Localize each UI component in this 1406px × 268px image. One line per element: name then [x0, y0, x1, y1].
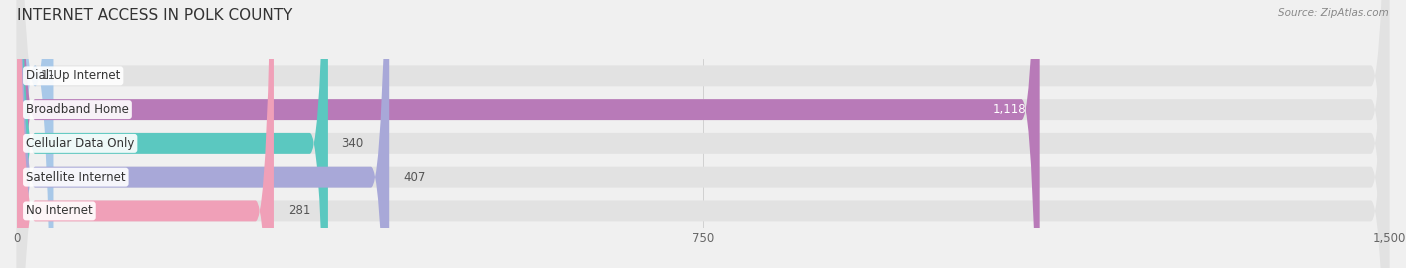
Text: 1,118: 1,118 — [993, 103, 1026, 116]
FancyBboxPatch shape — [17, 0, 1389, 268]
FancyBboxPatch shape — [17, 0, 1389, 268]
FancyBboxPatch shape — [17, 0, 1389, 268]
Text: 340: 340 — [342, 137, 364, 150]
FancyBboxPatch shape — [17, 0, 1389, 268]
FancyBboxPatch shape — [17, 0, 53, 268]
Text: Broadband Home: Broadband Home — [27, 103, 129, 116]
FancyBboxPatch shape — [17, 0, 1389, 268]
Text: Satellite Internet: Satellite Internet — [27, 171, 125, 184]
Text: Dial-Up Internet: Dial-Up Internet — [27, 69, 121, 82]
Text: INTERNET ACCESS IN POLK COUNTY: INTERNET ACCESS IN POLK COUNTY — [17, 8, 292, 23]
FancyBboxPatch shape — [17, 0, 274, 268]
Text: No Internet: No Internet — [27, 204, 93, 217]
FancyBboxPatch shape — [17, 0, 1039, 268]
FancyBboxPatch shape — [17, 0, 328, 268]
FancyBboxPatch shape — [17, 0, 389, 268]
Text: 11: 11 — [41, 69, 56, 82]
Text: 281: 281 — [288, 204, 311, 217]
Text: Source: ZipAtlas.com: Source: ZipAtlas.com — [1278, 8, 1389, 18]
Text: 407: 407 — [404, 171, 425, 184]
Text: Cellular Data Only: Cellular Data Only — [27, 137, 135, 150]
